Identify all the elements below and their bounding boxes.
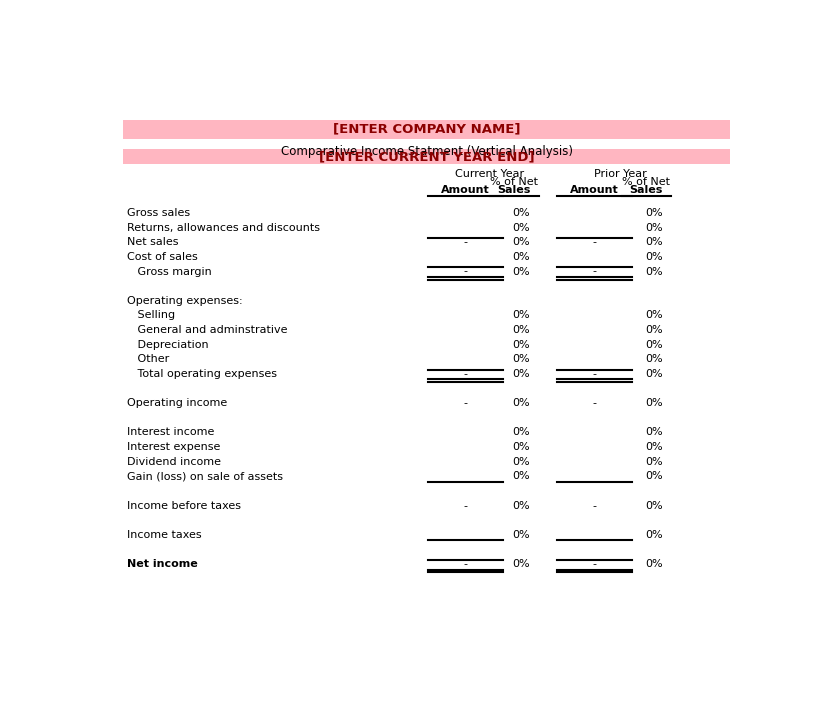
Text: Prior Year: Prior Year [594,169,647,179]
Text: % of Net: % of Net [490,177,538,187]
Text: Total operating expenses: Total operating expenses [127,369,277,379]
Text: 0%: 0% [645,457,662,467]
Text: 0%: 0% [512,325,531,335]
Text: Gross sales: Gross sales [127,208,190,218]
Text: 0%: 0% [512,267,531,277]
Text: -: - [464,369,467,379]
Text: 0%: 0% [645,369,662,379]
Text: Interest income: Interest income [127,428,214,437]
Text: -: - [464,559,467,569]
FancyBboxPatch shape [123,120,731,138]
Text: 0%: 0% [645,530,662,540]
Text: Operating expenses:: Operating expenses: [127,296,242,306]
Text: 0%: 0% [512,501,531,510]
Text: Selling: Selling [127,311,175,320]
Text: [ENTER COMPANY NAME]: [ENTER COMPANY NAME] [333,123,521,136]
Text: 0%: 0% [645,252,662,262]
Text: 0%: 0% [645,428,662,437]
Text: Gross margin: Gross margin [127,267,212,277]
Text: 0%: 0% [512,238,531,247]
Text: Amount: Amount [441,186,490,196]
Text: 0%: 0% [512,471,531,481]
Text: Current Year: Current Year [456,169,525,179]
Text: 0%: 0% [512,559,531,569]
Text: 0%: 0% [512,223,531,233]
Text: Income before taxes: Income before taxes [127,501,241,510]
Text: Comparative Income Statment (Vertical Analysis): Comparative Income Statment (Vertical An… [281,145,573,158]
Text: 0%: 0% [512,442,531,452]
Text: Net sales: Net sales [127,238,178,247]
Text: 0%: 0% [645,471,662,481]
FancyBboxPatch shape [123,149,731,164]
Text: 0%: 0% [512,530,531,540]
Text: 0%: 0% [645,559,662,569]
Text: 0%: 0% [645,501,662,510]
Text: 0%: 0% [512,252,531,262]
Text: 0%: 0% [512,354,531,364]
Text: Interest expense: Interest expense [127,442,220,452]
Text: 0%: 0% [645,311,662,320]
Text: -: - [593,559,596,569]
Text: -: - [593,238,596,247]
Text: [ENTER CURRENT YEAR END]: [ENTER CURRENT YEAR END] [319,150,535,163]
Text: 0%: 0% [645,238,662,247]
Text: 0%: 0% [512,398,531,408]
Text: Returns, allowances and discounts: Returns, allowances and discounts [127,223,320,233]
Text: Operating income: Operating income [127,398,227,408]
Text: 0%: 0% [645,398,662,408]
Text: Cost of sales: Cost of sales [127,252,197,262]
Text: -: - [593,267,596,277]
Text: 0%: 0% [645,267,662,277]
Text: 0%: 0% [645,354,662,364]
Text: Depreciation: Depreciation [127,340,208,350]
Text: 0%: 0% [512,208,531,218]
Text: 0%: 0% [512,340,531,350]
Text: Sales: Sales [630,186,663,196]
Text: Net income: Net income [127,559,197,569]
Text: 0%: 0% [645,325,662,335]
Text: -: - [593,501,596,510]
Text: 0%: 0% [512,457,531,467]
Text: -: - [464,501,467,510]
Text: 0%: 0% [512,369,531,379]
Text: -: - [593,369,596,379]
Text: -: - [464,398,467,408]
Text: Income taxes: Income taxes [127,530,202,540]
Text: -: - [593,398,596,408]
Text: General and adminstrative: General and adminstrative [127,325,287,335]
Text: -: - [464,267,467,277]
Text: 0%: 0% [645,340,662,350]
Text: -: - [464,238,467,247]
Text: % of Net: % of Net [622,177,671,187]
Text: 0%: 0% [645,208,662,218]
Text: Amount: Amount [571,186,619,196]
Text: 0%: 0% [645,442,662,452]
Text: 0%: 0% [512,311,531,320]
Text: Gain (loss) on sale of assets: Gain (loss) on sale of assets [127,471,282,481]
Text: 0%: 0% [645,223,662,233]
Text: Sales: Sales [497,186,531,196]
Text: 0%: 0% [512,428,531,437]
Text: Dividend income: Dividend income [127,457,221,467]
Text: Other: Other [127,354,169,364]
